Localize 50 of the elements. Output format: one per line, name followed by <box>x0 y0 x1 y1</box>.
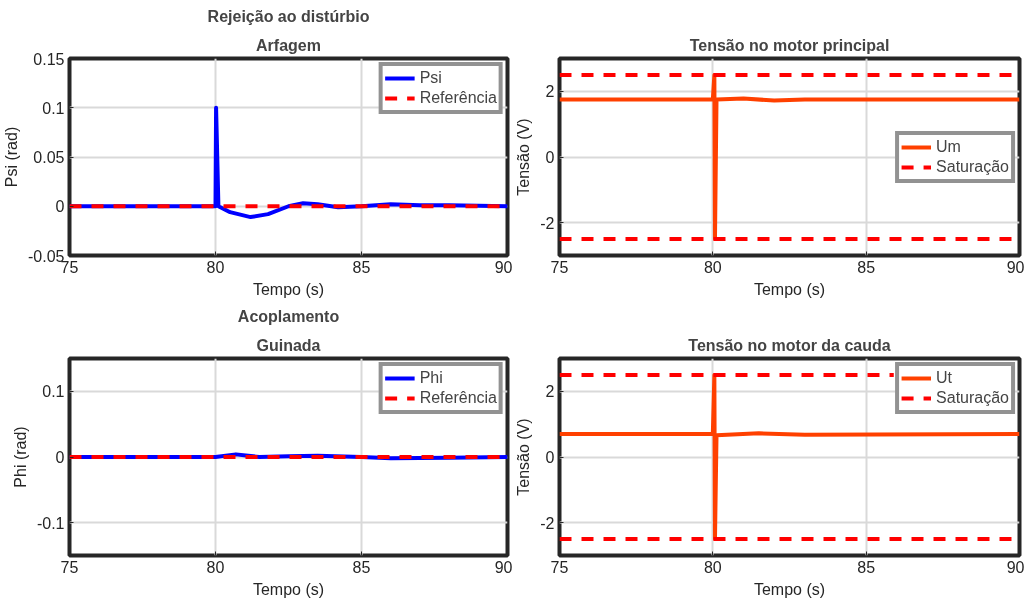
y-tick-label: -2 <box>540 514 555 532</box>
y-tick-label: 2 <box>545 383 555 401</box>
chart-title: Acoplamento <box>237 307 340 325</box>
x-axis-title: Tempo (s) <box>753 580 826 598</box>
x-tick-label: 90 <box>1006 258 1025 276</box>
x-tick-label: 85 <box>352 258 371 276</box>
x-tick-label: 75 <box>550 258 569 276</box>
x-tick-label: 90 <box>1006 558 1025 576</box>
x-tick-label: 80 <box>703 258 722 276</box>
x-tick-label: 80 <box>206 558 225 576</box>
x-tick-label: 75 <box>60 558 79 576</box>
y-tick-label: 0.15 <box>33 50 65 68</box>
legend-label: Psi <box>419 69 442 87</box>
chart-title: Tensão no motor principal <box>689 36 890 54</box>
x-axis-title: Tempo (s) <box>252 280 325 298</box>
legend-label: Saturação <box>936 389 1009 407</box>
legend-label: Saturação <box>936 157 1009 176</box>
y-tick-label: 0 <box>55 198 65 216</box>
x-tick-label: 75 <box>550 558 569 576</box>
x-tick-label: 85 <box>352 558 371 576</box>
y-tick-label: 0 <box>545 449 555 466</box>
legend-label: Referência <box>419 89 497 107</box>
legend-label: Referência <box>419 389 497 407</box>
chart-title: Tensão no motor da cauda <box>688 336 891 354</box>
x-tick-label: 85 <box>857 258 876 276</box>
chart-subtitle: Guinada <box>256 336 321 354</box>
chart-title: Rejeição ao distúrbio <box>207 7 370 25</box>
chart-subtitle: Arfagem <box>256 36 321 54</box>
x-tick-label: 80 <box>703 558 722 576</box>
y-axis-title: Phi (rad) <box>11 426 29 488</box>
x-axis-title: Tempo (s) <box>753 280 826 298</box>
y-axis-title: Tensão (V) <box>515 118 533 196</box>
y-axis-title: Psi (rad) <box>3 126 21 188</box>
legend-label: Ut <box>936 369 954 387</box>
y-tick-label: 0.1 <box>42 383 65 401</box>
x-tick-label: 85 <box>857 558 876 576</box>
x-tick-label: 90 <box>494 258 513 276</box>
y-tick-label: 2 <box>545 83 555 101</box>
x-tick-label: 90 <box>494 558 513 576</box>
y-tick-label: 0 <box>545 149 555 166</box>
x-tick-label: 80 <box>206 258 225 276</box>
legend-label: Um <box>936 137 961 156</box>
y-tick-label: 0.1 <box>42 99 65 117</box>
y-axis-title: Tensão (V) <box>515 418 533 496</box>
y-tick-label: 0.05 <box>33 149 65 166</box>
y-tick-label: -2 <box>540 214 555 232</box>
y-tick-label: 0 <box>55 449 65 466</box>
y-tick-label: -0.1 <box>36 514 65 532</box>
x-axis-title: Tempo (s) <box>252 580 325 598</box>
legend-label: Phi <box>419 369 443 387</box>
